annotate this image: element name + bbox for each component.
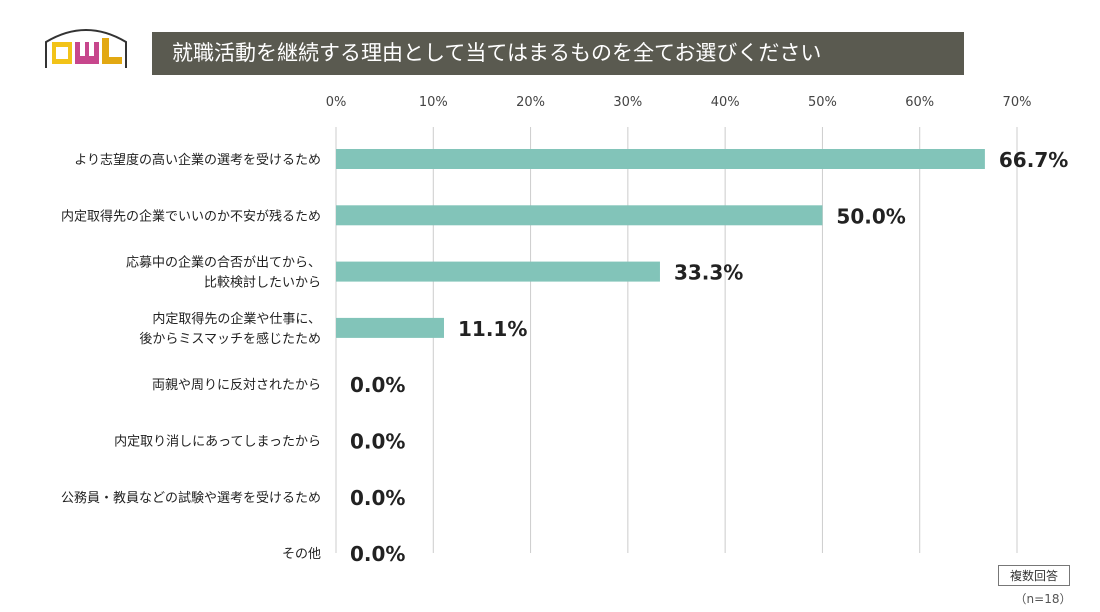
data-label: 33.3% [674, 261, 743, 285]
bar [336, 205, 823, 226]
bar [336, 149, 985, 169]
category-label: より志望度の高い企業の選考を受けるため [74, 152, 321, 168]
category-label: その他 [282, 547, 321, 562]
data-label: 0.0% [350, 542, 405, 566]
chart-title: 就職活動を継続する理由として当てはまるものを全てお選びください [152, 32, 964, 75]
data-label: 0.0% [350, 430, 405, 454]
data-label: 11.1% [458, 317, 527, 341]
x-tick-label: 60% [905, 95, 934, 110]
bar [336, 317, 444, 338]
cwl-logo [45, 29, 127, 68]
data-label: 50.0% [836, 204, 905, 228]
x-tick-label: 30% [613, 95, 642, 110]
x-tick-label: 20% [516, 95, 545, 110]
category-label: 内定取得先の企業でいいのか不安が残るため [61, 208, 321, 224]
data-label: 0.0% [350, 373, 405, 397]
multiple-answer-badge: 複数回答 [998, 565, 1070, 586]
sample-size: （n=18） [1014, 592, 1072, 606]
category-label: 公務員・教員などの試験や選考を受けるため [61, 490, 321, 506]
category-label: 後からミスマッチを感じたため [139, 331, 321, 347]
x-tick-label: 0% [326, 95, 347, 110]
x-tick-label: 50% [808, 95, 837, 110]
bar [336, 261, 660, 282]
data-label: 0.0% [350, 486, 405, 510]
data-label: 66.7% [999, 148, 1068, 172]
category-label: 内定取り消しにあってしまったから [114, 434, 321, 450]
category-label: 応募中の企業の合否が出てから、 [126, 255, 321, 271]
category-label: 比較検討したいから [204, 275, 321, 291]
x-tick-label: 10% [419, 95, 448, 110]
x-tick-label: 40% [711, 95, 740, 110]
category-label: 内定取得先の企業や仕事に、 [152, 311, 321, 327]
x-tick-label: 70% [1003, 95, 1032, 110]
category-label: 両親や周りに反対されたから [152, 378, 321, 393]
